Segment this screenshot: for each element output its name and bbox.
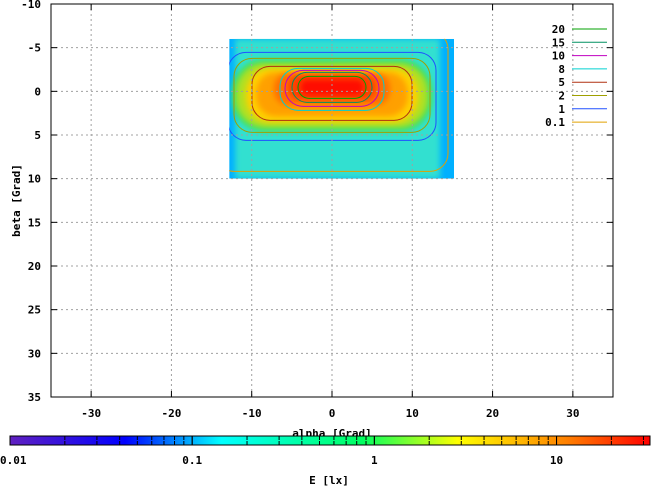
- y-tick-label: 15: [28, 216, 41, 229]
- y-tick-label: -5: [28, 42, 41, 55]
- y-tick-label: 10: [28, 173, 41, 186]
- legend-label: 15: [552, 36, 565, 49]
- heatmap-band: [300, 79, 364, 96]
- legend-label: 2: [558, 90, 565, 103]
- legend-label: 10: [552, 50, 565, 63]
- x-tick-label: 30: [566, 407, 579, 420]
- colorbar-label: E [lx]: [309, 474, 349, 486]
- colorbar-tick-label: 1: [371, 454, 378, 467]
- y-tick-label: 30: [28, 347, 41, 360]
- x-tick-label: 20: [486, 407, 499, 420]
- x-tick-label: 0: [329, 407, 336, 420]
- legend-label: 0.1: [545, 116, 565, 129]
- legend-label: 8: [558, 63, 565, 76]
- colorbar-tick-label: 10: [550, 454, 563, 467]
- x-tick-label: 10: [406, 407, 419, 420]
- x-tick-label: -10: [242, 407, 262, 420]
- colorbar-tick-label: 0.1: [182, 454, 202, 467]
- legend-label: 5: [558, 76, 565, 89]
- x-tick-label: -30: [81, 407, 101, 420]
- colorbar-tick-label: 0.01: [0, 454, 27, 467]
- contour-line: [297, 75, 367, 99]
- x-tick-label: -20: [161, 407, 181, 420]
- y-tick-label: 20: [28, 260, 41, 273]
- contour-line: [233, 57, 431, 133]
- contour-line: [291, 71, 373, 103]
- legend-label: 20: [552, 23, 565, 36]
- y-tick-label: 0: [34, 85, 41, 98]
- contour-line: [229, 38, 449, 172]
- y-tick-label: 5: [34, 129, 41, 142]
- y-tick-label: 35: [28, 391, 41, 404]
- colorbar-gradient: [9, 435, 651, 446]
- colorbar: 0.01 0.1 1 10: [0, 435, 651, 467]
- legend-label: 1: [558, 103, 565, 116]
- y-axis-label: beta [Grad]: [10, 164, 23, 237]
- y-tick-label: -10: [21, 0, 41, 11]
- y-tick-label: 25: [28, 304, 41, 317]
